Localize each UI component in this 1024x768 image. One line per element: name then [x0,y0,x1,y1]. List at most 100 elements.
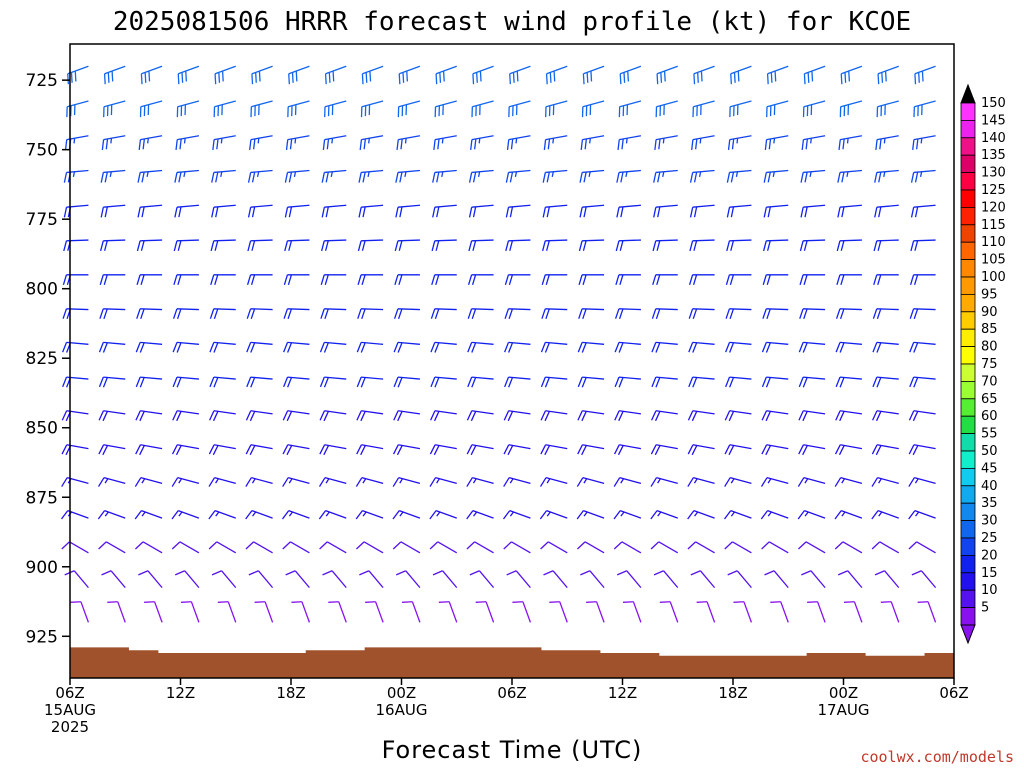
barb-full-flag [541,274,546,285]
barb-full-flag [725,342,731,353]
barb-full-flag [210,240,215,252]
barb-full-flag [618,342,624,353]
barb-full-flag [692,342,698,353]
colorbar-label: 70 [981,374,998,389]
barb-full-flag [138,139,142,151]
barb-staff [508,239,531,242]
barb-full-flag [733,601,744,603]
barb-full-flag [540,342,546,353]
barb-staff [437,541,458,554]
barb-full-flag [61,410,68,421]
wind-barb [836,274,862,285]
barb-full-flag [726,172,731,183]
barb-full-flag [139,377,145,388]
wind-barb [541,239,568,252]
wind-barb [656,65,678,85]
barb-staff [584,541,605,554]
wind-barb [250,100,273,118]
barb-full-flag [435,73,438,85]
barb-half-flag [730,478,735,484]
barb-full-flag [659,601,671,603]
barb-half-flag [399,511,404,517]
barb-full-flag [218,72,221,83]
barb-full-flag [774,70,777,82]
barb-full-flag [687,477,694,487]
barb-staff [474,541,494,554]
wind-barb [431,239,457,252]
wind-barb [689,204,715,218]
colorbar-segment [960,555,976,574]
wind-barb [429,477,457,487]
barb-full-flag [627,70,630,82]
barb-full-flag [807,601,818,603]
barb-full-flag [323,445,330,456]
barb-full-flag [135,376,141,388]
barb-full-flag [876,342,882,353]
wind-barb [467,341,494,353]
wind-barb [761,444,789,456]
barb-full-flag [360,445,366,456]
barb-half-flag [325,478,330,484]
barb-full-flag [63,240,68,252]
x-tick-label: 15AUG [44,701,96,719]
wind-barb [245,444,273,456]
barb-full-flag [103,308,108,320]
wind-barb [97,477,126,487]
wind-barb [136,239,163,252]
barb-full-flag [765,411,772,422]
wind-barb [651,410,678,422]
speed-colorbar: 1501451401351301251201151101051009590858… [960,83,1006,645]
wind-barb [432,570,458,589]
wind-barb [613,477,642,487]
wind-barb [466,509,494,520]
barb-full-flag [258,70,261,82]
barb-full-flag [544,377,550,388]
barb-full-flag [912,445,919,456]
barb-half-flag [804,478,809,484]
barb-staff [839,239,862,242]
barb-full-flag [660,72,663,83]
barb-full-flag [97,477,105,487]
wind-barb [800,169,826,183]
barb-staff [805,541,826,554]
barb-full-flag [438,601,450,603]
wind-barb [613,541,642,554]
wind-barb [618,100,642,118]
barb-staff [69,541,89,554]
barb-half-flag [919,171,923,177]
wind-barb [616,570,642,589]
barb-staff [621,541,642,554]
barb-half-flag [472,478,477,484]
wind-barb [138,135,163,151]
barb-half-flag [773,138,776,144]
barb-full-flag [137,207,141,218]
barb-full-flag [250,342,256,353]
barb-full-flag [248,570,259,576]
wind-barb [617,135,642,151]
barb-full-flag [586,72,589,83]
barb-full-flag [874,172,878,183]
barb-full-flag [503,444,510,455]
wind-barb [174,570,200,589]
barb-full-flag [283,342,289,353]
barb-full-flag [651,376,657,388]
barb-full-flag [915,138,919,150]
barb-full-flag [580,139,584,151]
wind-barb [874,204,899,218]
barb-full-flag [250,308,256,320]
wind-barb [874,169,899,183]
barb-full-flag [910,207,915,218]
barb-full-flag [61,541,70,550]
barb-full-flag [692,377,698,388]
wind-barb [320,308,347,320]
barb-full-flag [797,541,807,550]
barb-half-flag [141,478,146,484]
barb-full-flag [398,274,403,285]
barb-half-flag [878,478,882,484]
barb-full-flag [616,207,620,218]
barb-staff [140,239,163,242]
wind-barb [651,376,678,388]
wind-barb [837,169,862,183]
wind-barb [394,274,420,285]
wind-barb [650,477,678,487]
